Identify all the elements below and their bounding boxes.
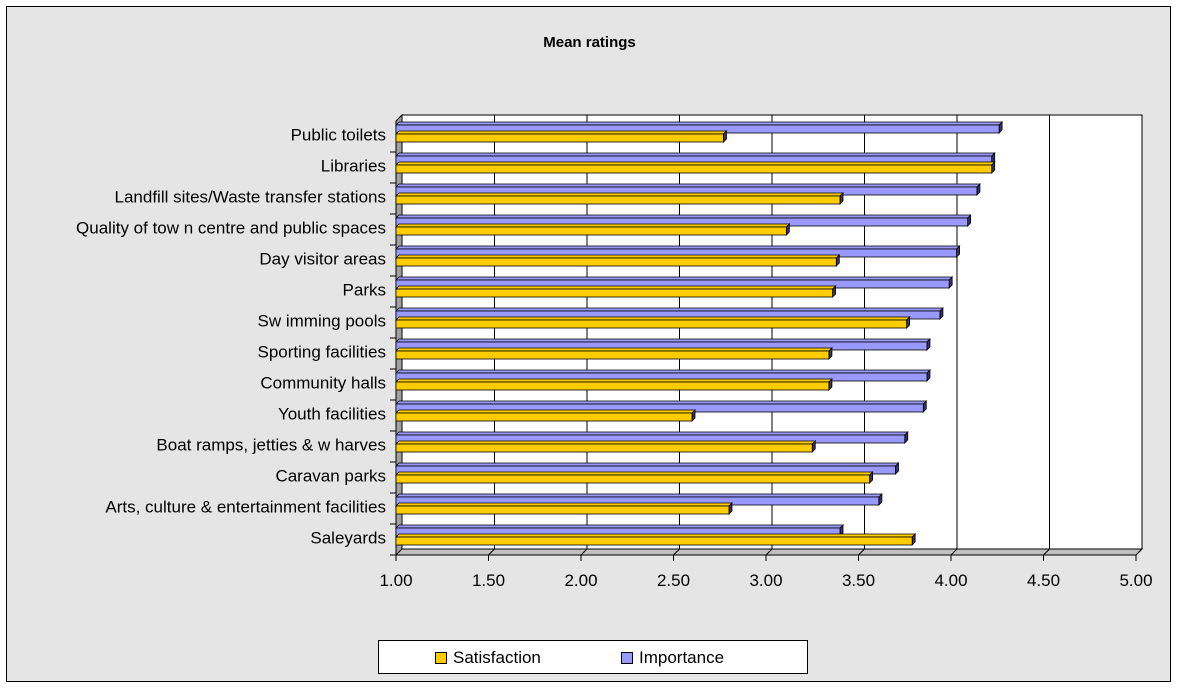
bar-importance-top: [395, 493, 883, 498]
gridline-floor: [858, 548, 865, 556]
x-tick-label: 2.00: [564, 571, 597, 590]
bar-satisfaction: [395, 257, 837, 267]
gridline-floor: [488, 548, 495, 556]
legend-swatch-satisfaction: [435, 652, 447, 664]
bar-satisfaction-top: [395, 533, 917, 538]
x-tick-label: 2.50: [657, 571, 690, 590]
gridline-floor: [580, 548, 588, 556]
category-label: Saleyards: [310, 529, 386, 548]
bar-satisfaction: [395, 412, 693, 422]
bar-satisfaction: [395, 133, 724, 143]
category-label: Caravan parks: [275, 467, 386, 486]
legend-label-importance: Importance: [639, 648, 725, 667]
bar-satisfaction: [395, 505, 730, 515]
bar-satisfaction-top: [395, 502, 733, 507]
bar-satisfaction: [395, 288, 834, 298]
bar-satisfaction-top: [395, 347, 833, 352]
legend-swatch-importance: [621, 652, 633, 664]
category-label: Sw imming pools: [258, 312, 387, 331]
bar-satisfaction: [395, 536, 913, 546]
category-label: Public toilets: [291, 126, 386, 145]
bar-importance-top: [395, 214, 972, 219]
bar-importance-top: [395, 276, 954, 281]
x-tick-label: 4.50: [1027, 571, 1060, 590]
gridline-floor: [1135, 548, 1143, 556]
x-tick-label: 4.00: [934, 571, 967, 590]
category-label: Landfill sites/Waste transfer stations: [115, 188, 387, 207]
legend-label-satisfaction: Satisfaction: [453, 648, 541, 667]
bar-satisfaction-top: [395, 471, 874, 476]
legend-item-satisfaction: Satisfaction: [435, 648, 541, 668]
gridline-floor: [1043, 548, 1050, 556]
bar-satisfaction-top: [395, 378, 833, 383]
bar-importance-top: [395, 400, 928, 405]
bar-importance-top: [395, 524, 844, 529]
bar-satisfaction: [395, 319, 908, 329]
bar-importance-top: [395, 245, 961, 250]
bar-importance-top: [395, 338, 931, 343]
x-tick-label: 3.00: [749, 571, 782, 590]
category-label: Parks: [343, 281, 386, 300]
category-label: Libraries: [321, 157, 386, 176]
bar-satisfaction: [395, 381, 830, 391]
plot-side-wall: [395, 113, 403, 557]
category-label: Quality of tow n centre and public space…: [76, 219, 386, 238]
bar-importance-top: [395, 152, 996, 157]
x-tick-label: 3.50: [842, 571, 875, 590]
category-label: Community halls: [260, 374, 386, 393]
bar-satisfaction: [395, 443, 813, 453]
bar-satisfaction: [395, 164, 993, 174]
bar-satisfaction-top: [395, 316, 911, 321]
bar-importance-top: [395, 369, 931, 374]
x-tick-label: 1.50: [472, 571, 505, 590]
bar-importance-top: [395, 183, 981, 188]
category-label: Boat ramps, jetties & w harves: [156, 436, 386, 455]
bar-satisfaction: [395, 226, 787, 236]
x-tick-label: 1.00: [379, 571, 412, 590]
gridline-floor: [765, 548, 773, 556]
category-label: Arts, culture & entertainment facilities: [105, 498, 386, 517]
bar-importance-top: [395, 121, 1004, 126]
bar-satisfaction-top: [395, 440, 817, 445]
bar-satisfaction-top: [395, 192, 844, 197]
gridline-floor: [673, 548, 680, 556]
bar-satisfaction-top: [395, 223, 791, 228]
bar-satisfaction: [395, 474, 871, 484]
bar-importance-top: [395, 431, 909, 436]
legend: Satisfaction Importance: [378, 640, 808, 674]
bar-satisfaction: [395, 350, 830, 360]
bar-satisfaction: [395, 195, 841, 205]
bar-importance-top: [395, 307, 944, 312]
x-tick-label: 5.00: [1119, 571, 1152, 590]
bar-satisfaction-top: [395, 161, 996, 166]
bar-importance-top: [395, 462, 900, 467]
category-label: Sporting facilities: [257, 343, 386, 362]
category-label: Youth facilities: [278, 405, 386, 424]
bar-satisfaction-top: [395, 409, 696, 414]
bar-satisfaction-top: [395, 254, 841, 259]
legend-item-importance: Importance: [621, 648, 724, 668]
gridline-floor: [950, 548, 958, 556]
bar-satisfaction-top: [395, 130, 728, 135]
category-label: Day visitor areas: [259, 250, 386, 269]
bar-satisfaction-top: [395, 285, 837, 290]
chart-title: Mean ratings: [543, 34, 636, 51]
